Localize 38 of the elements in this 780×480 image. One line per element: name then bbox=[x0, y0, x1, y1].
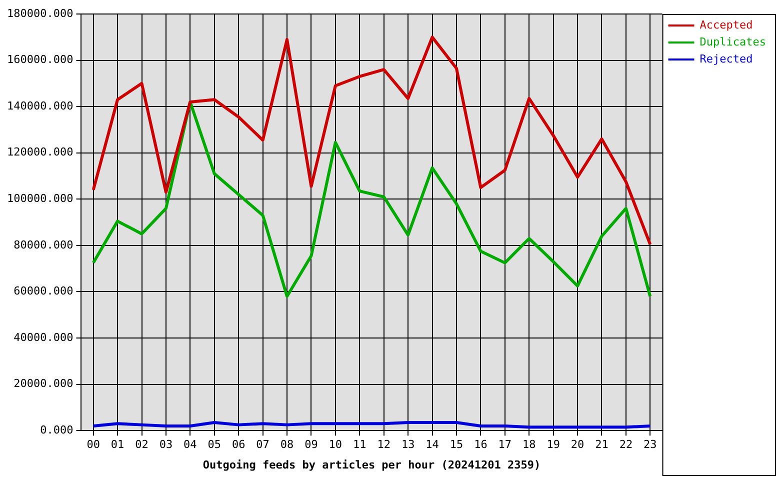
x-tick-label: 13 bbox=[401, 438, 415, 452]
x-tick-label: 20 bbox=[570, 438, 584, 452]
legend-label: Duplicates bbox=[700, 35, 766, 48]
y-tick-label: 80000.000 bbox=[14, 238, 74, 252]
legend-label: Rejected bbox=[700, 52, 753, 66]
x-tick-label: 14 bbox=[426, 438, 440, 452]
y-tick-label: 60000.000 bbox=[14, 284, 74, 298]
x-tick-label: 06 bbox=[232, 438, 246, 452]
y-tick-label: 100000.000 bbox=[6, 192, 74, 206]
y-tick-label: 180000.000 bbox=[6, 6, 74, 20]
x-tick-label: 15 bbox=[450, 438, 464, 452]
x-tick-label: 19 bbox=[546, 438, 560, 452]
y-tick-label: 120000.000 bbox=[6, 146, 74, 159]
x-tick-label: 04 bbox=[184, 438, 198, 452]
y-tick-label: 140000.000 bbox=[6, 99, 74, 112]
x-tick-label: 08 bbox=[280, 438, 294, 452]
y-tick-label: 40000.000 bbox=[14, 330, 74, 344]
x-tick-label: 11 bbox=[353, 438, 366, 452]
legend-label: Accepted bbox=[700, 18, 753, 32]
x-tick-label: 09 bbox=[304, 438, 318, 452]
x-tick-label: 22 bbox=[619, 438, 633, 452]
x-tick-label: 00 bbox=[86, 438, 100, 452]
x-tick-label: 18 bbox=[522, 438, 536, 452]
x-axis-title: Outgoing feeds by articles per hour (20241201 2359) bbox=[202, 458, 541, 472]
y-tick-label: 160000.000 bbox=[6, 53, 74, 66]
x-tick-label: 17 bbox=[498, 438, 512, 452]
y-tick-label: 20000.000 bbox=[14, 377, 74, 390]
x-tick-label: 01 bbox=[110, 438, 124, 452]
x-tick-label: 07 bbox=[256, 438, 270, 452]
x-tick-label: 03 bbox=[159, 438, 173, 452]
x-tick-label: 10 bbox=[328, 438, 342, 452]
y-tick-label: 0.000 bbox=[40, 423, 74, 436]
x-tick-label: 02 bbox=[135, 438, 148, 452]
x-tick-label: 16 bbox=[474, 438, 488, 452]
x-tick-label: 05 bbox=[208, 438, 222, 452]
x-tick-label: 23 bbox=[644, 438, 657, 452]
x-tick-label: 12 bbox=[377, 438, 390, 452]
x-tick-label: 21 bbox=[595, 438, 608, 452]
